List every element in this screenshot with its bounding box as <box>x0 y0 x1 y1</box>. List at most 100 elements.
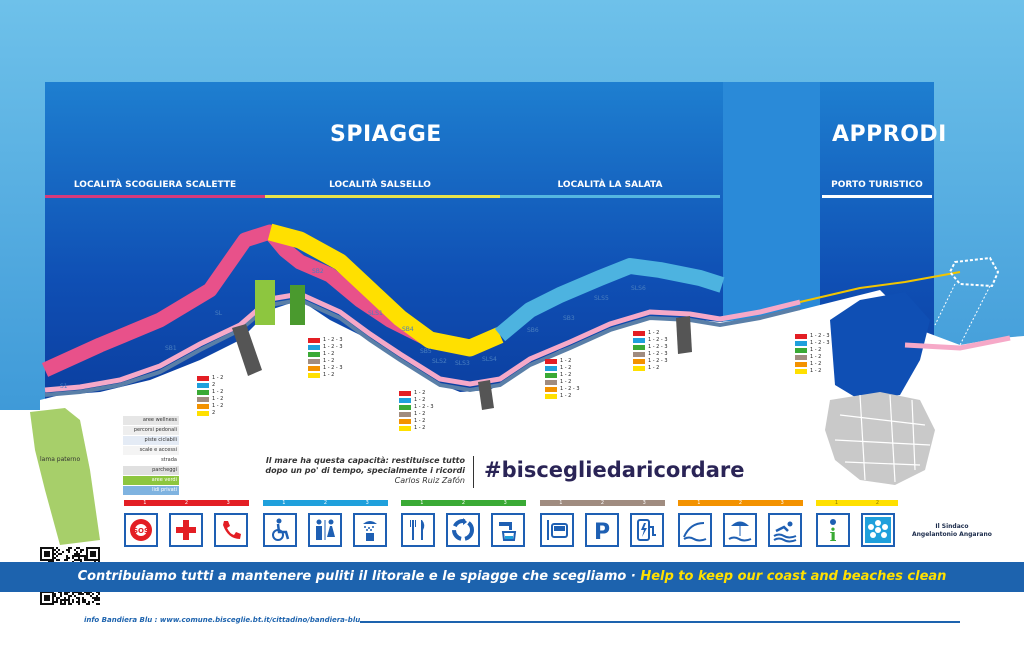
category-number: 1 <box>143 500 147 506</box>
category-number: 2 <box>461 500 466 506</box>
category-bar: 1 2 3 <box>678 500 803 506</box>
service-row: 1 - 2 <box>545 372 580 378</box>
service-levels: 1 - 2 <box>414 411 426 417</box>
service-row: 1 - 2 <box>633 330 668 336</box>
service-row: 1 - 2 <box>197 403 223 409</box>
service-swatch <box>197 382 209 388</box>
service-row: 1 - 2 <box>308 358 343 364</box>
service-swatch <box>197 375 209 381</box>
service-swatch <box>399 418 411 424</box>
header-approdi: APPRODI <box>832 122 947 147</box>
service-row: 1 - 2 <box>197 375 223 381</box>
service-levels: 1 - 2 <box>212 403 224 409</box>
service-levels: 1 - 2 <box>323 372 335 378</box>
service-row: 2 <box>197 382 223 388</box>
service-levels: 1 - 2 <box>810 361 822 367</box>
legend-item: strada <box>123 456 179 465</box>
info-link[interactable]: info Bandiera Blu : www.comune.bisceglie… <box>84 616 361 624</box>
service-levels: 2 <box>212 382 216 388</box>
service-levels: 1 - 2 - 3 <box>648 344 668 350</box>
service-row: 1 - 2 - 3 <box>633 337 668 343</box>
legend-item: scale e accessi <box>123 446 179 455</box>
locality-line-porto <box>822 195 932 198</box>
accessible-sea-icon <box>678 513 712 547</box>
service-row: 1 - 2 - 3 <box>795 333 830 339</box>
category-bar: 1 2 3 <box>540 500 665 506</box>
service-swatch <box>633 358 645 364</box>
service-levels: 2 <box>212 410 216 416</box>
service-swatch <box>795 333 807 339</box>
category-number: 2 <box>738 500 743 506</box>
service-row: 1 - 2 - 3 <box>795 340 830 346</box>
service-swatch <box>308 365 320 371</box>
service-swatch <box>633 330 645 336</box>
category-bar: 1 2 3 <box>401 500 526 506</box>
service-swatch <box>399 425 411 431</box>
service-levels: 1 - 2 <box>414 418 426 424</box>
category-number: 1 <box>834 500 839 506</box>
service-levels: 1 - 2 <box>648 365 660 371</box>
service-swatch <box>633 337 645 343</box>
service-row: 1 - 2 <box>308 351 343 357</box>
service-swatch <box>633 365 645 371</box>
parking-icon: P <box>585 513 619 547</box>
service-swatch <box>197 403 209 409</box>
service-swatch <box>308 337 320 343</box>
service-swatch <box>308 372 320 378</box>
service-row: 1 - 2 <box>399 411 434 417</box>
beach-code: SB6 <box>527 327 539 334</box>
category-number: 2 <box>875 500 880 506</box>
service-swatch <box>308 351 320 357</box>
locality-salsello: LOCALITÀ SALSELLO <box>329 180 431 190</box>
category-number: 3 <box>780 500 784 506</box>
beach-code: SB3 <box>563 315 575 322</box>
locality-scogliera-scalette: LOCALITÀ SCOGLIERA SCALETTE <box>73 180 237 190</box>
service-swatch <box>545 386 557 392</box>
service-row: 1 - 2 - 3 <box>399 404 434 410</box>
service-row: 1 - 2 <box>545 379 580 385</box>
service-row: 1 - 2 <box>545 358 580 364</box>
service-levels: 1 - 2 - 3 <box>810 340 830 346</box>
service-levels: 1 - 2 <box>810 354 822 360</box>
service-row: 1 - 2 <box>795 354 830 360</box>
service-row: 1 - 2 <box>399 418 434 424</box>
ev-charging-icon <box>630 513 664 547</box>
service-row: 1 - 2 <box>308 372 343 378</box>
service-swatch <box>795 354 807 360</box>
service-row: 1 - 2 - 3 <box>633 344 668 350</box>
quote: Il mare ha questa capacità: restituisce … <box>250 456 465 486</box>
service-swatch <box>399 411 411 417</box>
service-row: 1 - 2 - 3 <box>545 386 580 392</box>
legend-item: percorsi pedonali <box>123 426 179 435</box>
service-levels: 1 - 2 - 3 <box>648 358 668 364</box>
service-levels: 1 - 2 <box>648 330 660 336</box>
service-levels: 1 - 2 - 3 <box>560 386 580 392</box>
cutlery-icon <box>401 513 435 547</box>
service-levels: 1 - 2 <box>414 425 426 431</box>
service-levels: 1 - 2 <box>212 389 224 395</box>
locality-line-salsello <box>265 195 500 198</box>
category-number: 3 <box>642 500 646 506</box>
mayor-title: Il Sindaco <box>935 523 969 530</box>
service-levels: 1 - 2 <box>212 396 224 402</box>
hashtag: #bisceglie­daricordare <box>484 458 745 482</box>
service-row: 1 - 2 - 3 <box>633 358 668 364</box>
beach-code: SLS6 <box>631 285 646 292</box>
info-rule <box>360 621 960 623</box>
legend-item: piste ciclabili <box>123 436 179 445</box>
beach-code: SB1 <box>165 345 177 352</box>
service-row: 1 - 2 - 3 <box>308 344 343 350</box>
category-bar: 1 2 3 <box>263 500 388 506</box>
lifebuoy-sos-icon: SOS <box>124 513 158 547</box>
service-swatch <box>545 358 557 364</box>
category-bar: 1 2 3 <box>124 500 249 506</box>
service-levels: 1 - 2 - 3 <box>323 365 343 371</box>
quote-author: Carlos Ruiz Zafón <box>394 476 465 485</box>
service-row: 1 - 2 <box>633 365 668 371</box>
category-number: 3 <box>503 500 507 506</box>
service-levels: 1 - 2 <box>810 368 822 374</box>
recycle-icon <box>446 513 480 547</box>
shower-icon <box>353 513 387 547</box>
